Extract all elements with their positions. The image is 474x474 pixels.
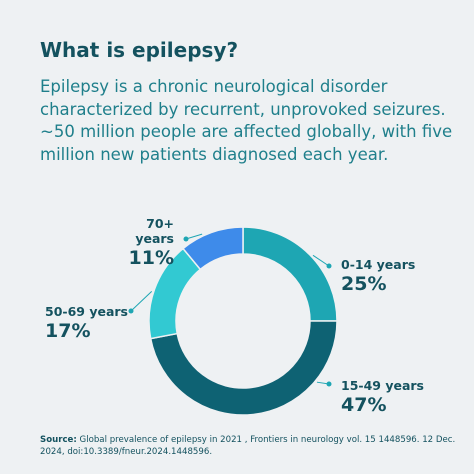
callout-70-plus-dot (183, 236, 189, 242)
slice-0-14 (242, 226, 338, 322)
label-70-plus: 70+ years 11% (108, 216, 174, 269)
label-15-49-category: 15-49 years (341, 378, 424, 393)
label-15-49-percent: 47% (341, 394, 387, 416)
callout-15-49-dot (326, 381, 332, 387)
callout-0-14-dot (326, 263, 332, 269)
label-50-69: 50-69 years 17% (45, 304, 128, 342)
callout-0-14-line (312, 254, 330, 267)
slice-70-plus (182, 226, 244, 271)
source-note: Source: Global prevalence of epilepsy in… (40, 434, 460, 458)
label-70-plus-percent: 11% (128, 247, 174, 269)
source-label: Source: (40, 435, 77, 445)
label-70-plus-category: 70+ years (135, 216, 174, 246)
callout-50-69-dot (128, 308, 134, 314)
callout-70-plus-line (185, 233, 203, 240)
page-title: What is epilepsy? (40, 38, 239, 62)
slice-15-49 (149, 320, 338, 416)
label-50-69-percent: 17% (45, 320, 91, 342)
label-0-14-percent: 25% (341, 273, 387, 295)
label-0-14: 0-14 years 25% (341, 257, 415, 295)
intro-paragraph: Epilepsy is a chronic neurological disor… (40, 77, 453, 164)
label-15-49: 15-49 years 47% (341, 378, 424, 416)
callout-50-69-line (130, 290, 153, 312)
label-0-14-category: 0-14 years (341, 257, 416, 272)
source-text: Global prevalence of epilepsy in 2021 , … (40, 435, 456, 457)
label-50-69-category: 50-69 years (45, 304, 128, 319)
